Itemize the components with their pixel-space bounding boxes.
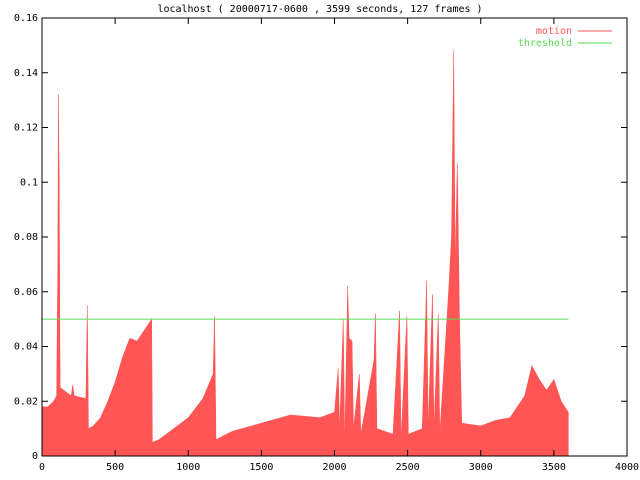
y-tick-label: 0.12 [14, 123, 38, 134]
y-tick-label: 0.16 [14, 13, 38, 24]
y-tick-label: 0.14 [14, 68, 38, 79]
x-tick-label: 3500 [542, 462, 566, 473]
y-tick-label: 0.06 [14, 287, 38, 298]
x-tick-label: 2000 [322, 462, 346, 473]
x-tick-label: 1500 [249, 462, 273, 473]
x-tick-label: 1000 [176, 462, 200, 473]
motion-area [41, 50, 569, 457]
y-tick-label: 0.1 [20, 177, 38, 188]
y-tick-label: 0 [32, 451, 38, 462]
y-tick-label: 0.04 [14, 342, 38, 353]
x-tick-label: 500 [106, 462, 124, 473]
chart-title: localhost ( 20000717-0600 , 3599 seconds… [157, 4, 482, 15]
y-tick-label: 0.08 [14, 232, 38, 243]
x-tick-label: 4000 [615, 462, 639, 473]
x-tick-label: 2500 [396, 462, 420, 473]
x-tick-label: 0 [39, 462, 45, 473]
legend-label: threshold [518, 38, 572, 49]
legend-label: motion [536, 26, 572, 37]
x-tick-label: 3000 [469, 462, 493, 473]
y-tick-label: 0.02 [14, 396, 38, 407]
